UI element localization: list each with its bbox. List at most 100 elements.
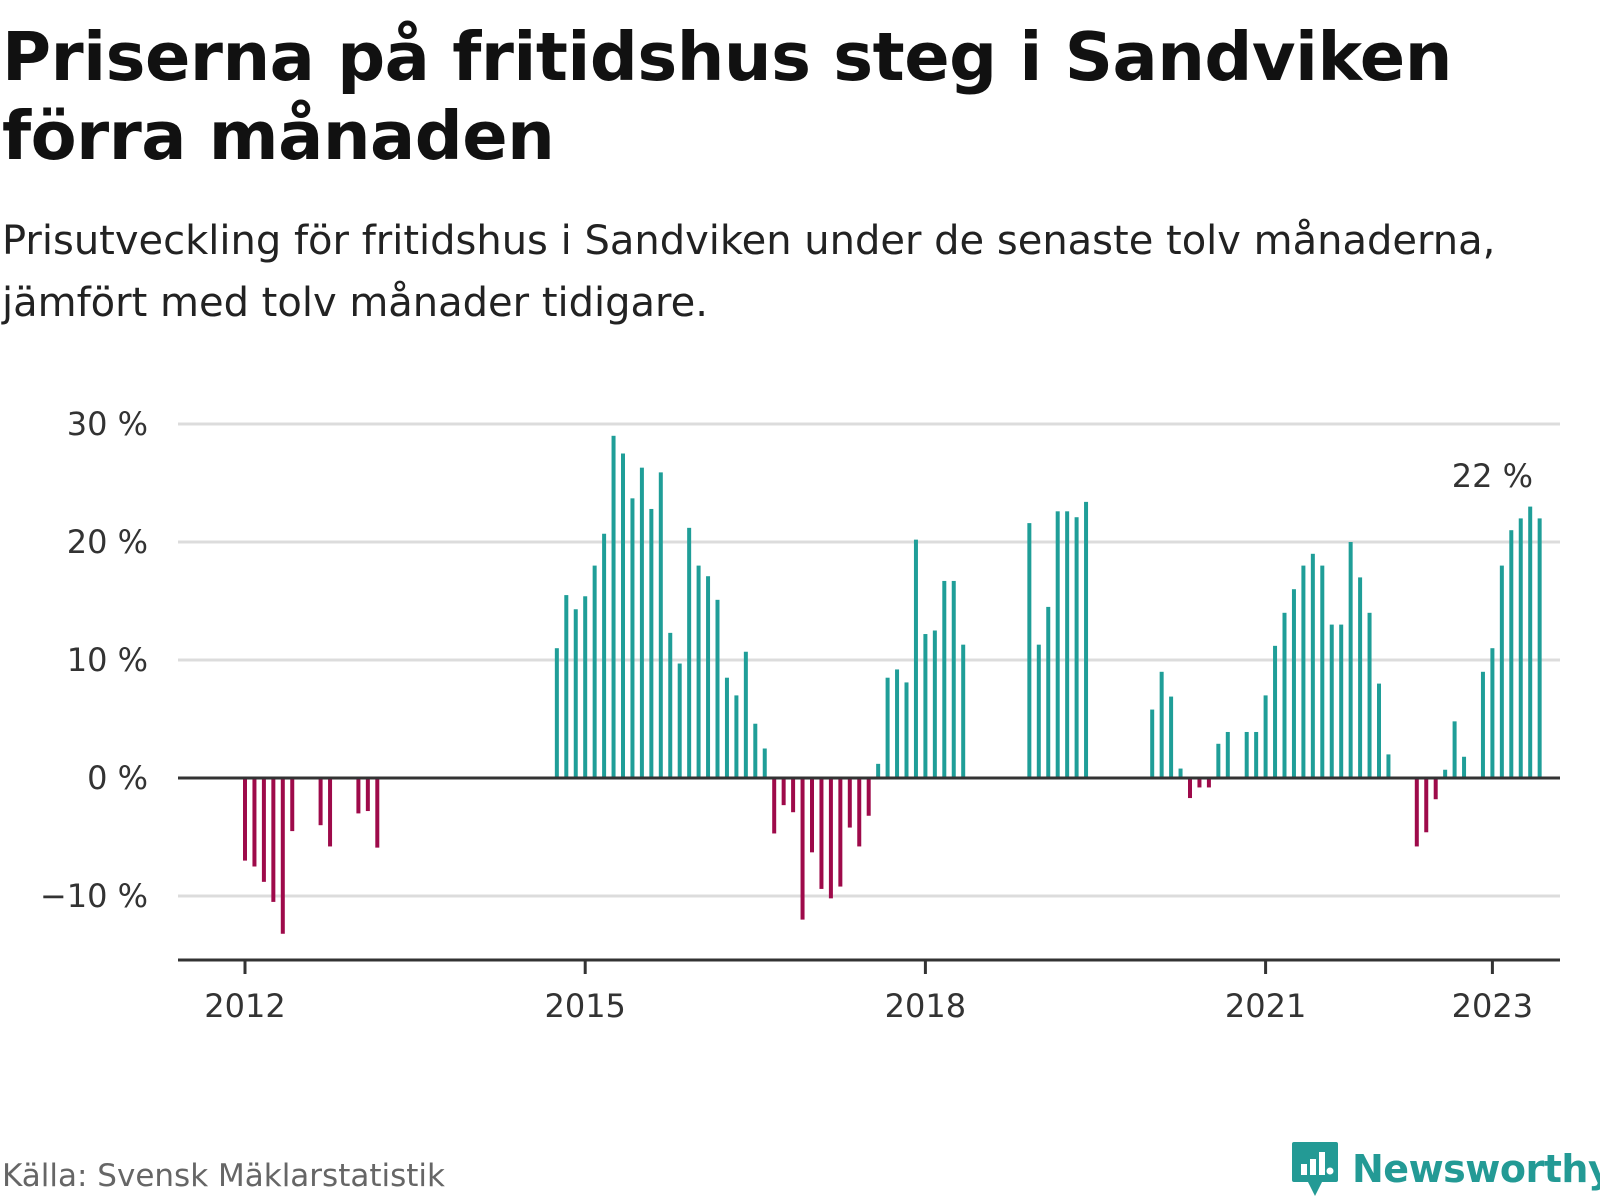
bar [800,778,805,920]
bar [1518,518,1523,778]
bar [866,778,871,816]
bar [1291,589,1296,778]
bar [1462,756,1467,778]
bar [1443,769,1448,778]
bar [895,669,900,778]
bar [696,565,701,778]
bar [1244,731,1249,778]
bar [621,453,625,778]
bar [885,677,890,778]
bar [1509,530,1514,778]
bar [687,527,692,778]
bar [1301,565,1306,778]
y-axis-labels: −10 % 0 % 10 % 20 % 30 % [40,405,148,915]
bar [649,508,654,778]
x-tick-label: 2015 [544,987,625,1020]
bar [1490,648,1495,778]
bar [1169,696,1174,778]
bar [1424,778,1429,833]
gridlines [178,422,1560,898]
brand-logo: Newsworthy [1290,1140,1600,1198]
x-tick-label: 2021 [1225,987,1306,1020]
bar [602,533,607,778]
source-note: Källa: Svensk Mäklarstatistik [2,1158,445,1194]
bar-chart: −10 % 0 % 10 % 20 % 30 % 2012 2015 2018 2021 202… [40,405,1560,1020]
bar [1433,778,1438,800]
bar [1074,517,1079,778]
x-tick-label: 2012 [204,987,285,1020]
bar [554,648,559,778]
bar [328,778,333,847]
bar [1225,731,1230,778]
y-tick-label: 30 % [67,405,148,443]
bar [724,677,729,778]
bar [252,778,257,867]
bar [791,778,796,813]
bar [1263,695,1268,778]
bar [743,651,748,778]
bar [1197,778,1202,788]
bar [762,748,767,778]
bar [271,778,276,902]
brand-name: Newsworthy [1352,1147,1600,1191]
bar [1414,778,1419,847]
bar [243,778,247,861]
bar [810,778,814,853]
bar [1528,506,1533,778]
bar [1216,743,1221,778]
x-axis-labels: 2012 2015 2018 2021 2023 [204,987,1533,1020]
bar [375,778,380,848]
bar [1499,565,1504,778]
bar [1386,754,1391,778]
bar [1254,731,1259,778]
bar [1036,644,1041,778]
bar [280,778,285,934]
y-tick-label: −10 % [40,877,148,915]
bar [1537,518,1542,778]
bar [658,472,663,778]
y-tick-label: 10 % [67,641,148,679]
bar [1320,565,1325,778]
chart-subtitle: Prisutveckling för fritidshus i Sandvike… [2,218,1496,326]
bar [951,580,956,778]
bar [356,778,361,814]
bar [1188,778,1192,799]
bar [913,539,918,778]
bar [1282,612,1287,778]
bar [1367,612,1372,778]
y-tick-label: 20 % [67,523,148,561]
y-tick-label: 0 % [87,759,148,797]
bar [1046,606,1051,778]
bar [261,778,266,882]
x-tick-label: 2018 [885,987,966,1020]
annotations: 22 % [1452,457,1533,495]
bar [942,580,947,778]
bar [838,778,843,887]
bar [1159,671,1164,778]
bars [243,435,1542,934]
bar [819,778,824,889]
bar [781,778,786,806]
bar [876,763,881,778]
bar [630,498,635,778]
bar [611,435,616,778]
bar [904,682,909,778]
bar [857,778,862,847]
bar [734,695,739,778]
bar [828,778,833,899]
bar [1377,683,1381,778]
axes [178,776,1560,974]
chart-title: Priserna på fritidshus steg i Sandviken … [2,18,1452,175]
bar [677,663,682,778]
bar [365,778,370,812]
bar [753,723,758,778]
bar [639,467,644,778]
bar [290,778,295,832]
bar [573,609,578,778]
bar [1150,709,1155,778]
bar [932,630,937,778]
bar [592,565,597,778]
bar [706,576,711,778]
bar [1452,721,1457,778]
bar [1329,624,1334,778]
